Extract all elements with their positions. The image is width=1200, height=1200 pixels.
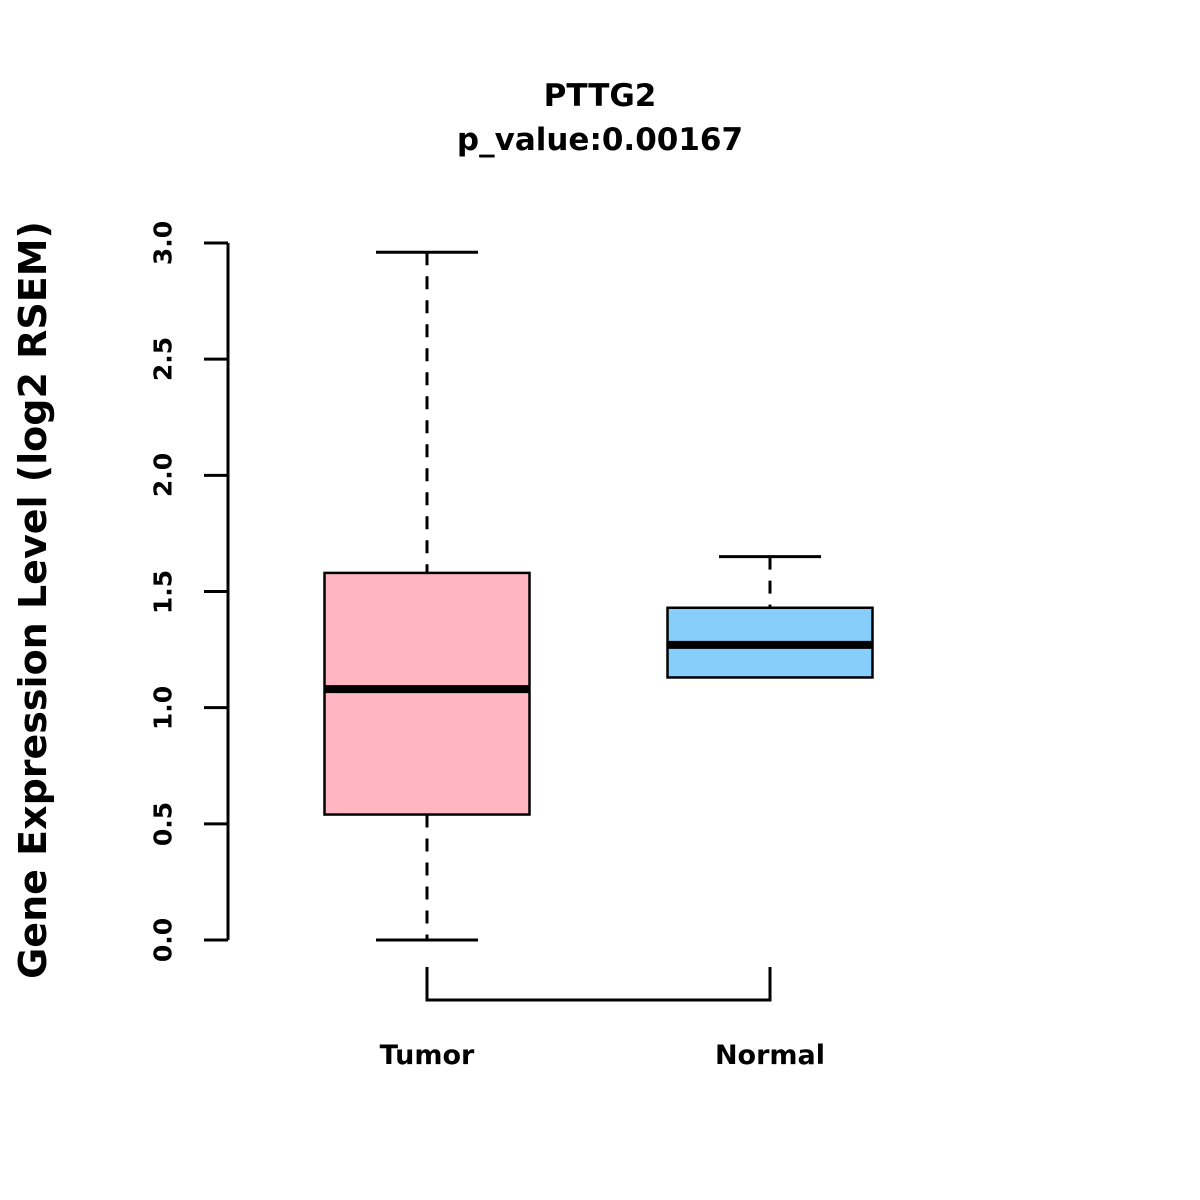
- y-tick-label: 0.5: [148, 801, 178, 846]
- y-tick-label: 2.5: [148, 337, 178, 382]
- y-tick-label: 1.5: [148, 569, 178, 614]
- group-bracket: [425, 967, 772, 1002]
- y-tick-label: 2.0: [148, 453, 178, 498]
- category-label-tumor: Tumor: [379, 1040, 475, 1071]
- chart-subtitle: p_value:0.00167: [456, 122, 744, 158]
- box-tumor: [323, 571, 531, 816]
- y-tick-label: 0.0: [148, 917, 178, 963]
- y-tick-label: 1.0: [148, 685, 178, 730]
- y-tick-label: 3.0: [148, 220, 178, 266]
- category-label-normal: Normal: [714, 1040, 826, 1071]
- chart-title: PTTG2: [543, 78, 657, 114]
